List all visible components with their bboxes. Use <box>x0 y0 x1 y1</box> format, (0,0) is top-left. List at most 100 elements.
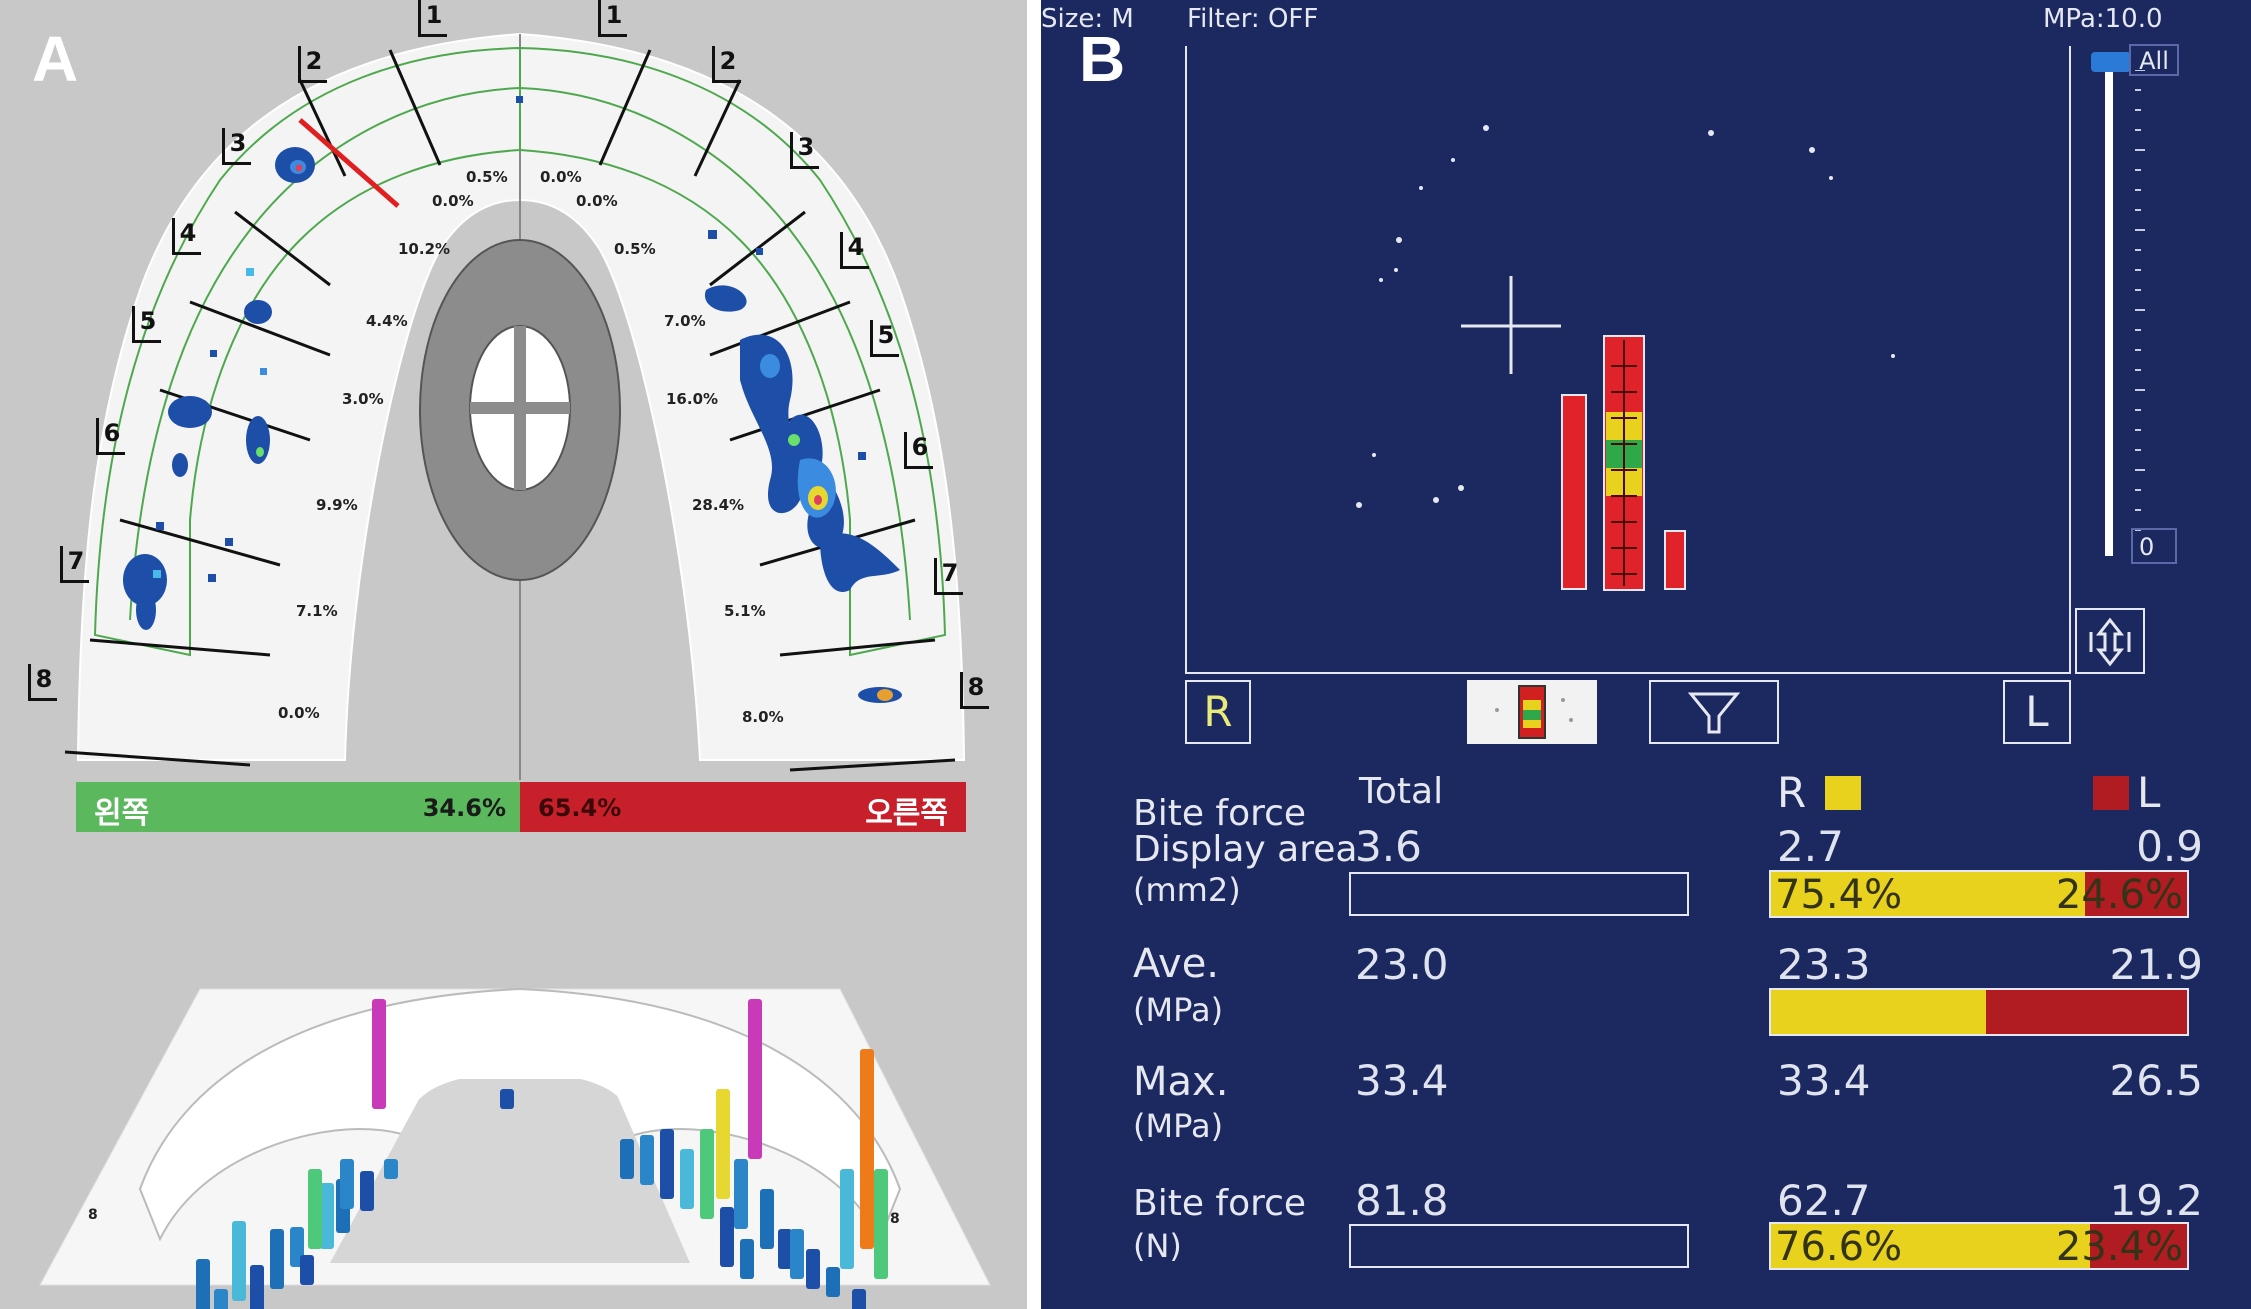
right-side-button[interactable]: R <box>1185 680 1251 744</box>
3d-tooth-label-right: 8 <box>890 1211 900 1227</box>
row1-label3: (mm2) <box>1133 871 1241 909</box>
tooth-number-label: 8 <box>28 664 57 701</box>
tooth-number-label: 4 <box>172 218 201 255</box>
tooth-percentage: 16.0% <box>666 390 719 408</box>
right-label: 오른쪽 <box>865 796 948 831</box>
panel-b-letter: B <box>1079 23 1126 95</box>
row3-label1: Max. <box>1133 1059 1229 1105</box>
tooth-percentage: 28.4% <box>692 496 745 514</box>
row3-total: 33.4 <box>1355 1056 1449 1105</box>
filter-indicator: Filter: OFF <box>1187 4 1319 34</box>
3d-force-bar <box>500 1089 514 1109</box>
row2-l: 21.9 <box>2109 940 2203 989</box>
3d-force-bar <box>734 1159 748 1229</box>
3d-force-bar <box>740 1239 754 1279</box>
3d-force-bar <box>700 1129 714 1219</box>
slider-handle[interactable] <box>2091 52 2131 72</box>
3d-force-bar <box>716 1089 730 1199</box>
3d-force-bar <box>372 999 386 1109</box>
tooth-percentage: 7.1% <box>296 602 338 620</box>
tooth-number-label: 2 <box>298 46 327 83</box>
filter-funnel-icon <box>1687 692 1741 734</box>
left-side-button[interactable]: L <box>2003 680 2071 744</box>
row4-label1: Bite force <box>1133 1183 1307 1224</box>
left-value: 34.6% <box>422 794 506 822</box>
row4-l-pct: 23.4% <box>2055 1224 2183 1270</box>
row3-l: 26.5 <box>2109 1056 2203 1105</box>
arch-background <box>76 32 966 761</box>
tooth-percentage: 0.0% <box>278 704 320 722</box>
row4-total: 81.8 <box>1355 1176 1449 1225</box>
scale-indicator: MPa:10.0 <box>2043 4 2163 34</box>
3d-force-bar <box>640 1135 654 1185</box>
right-contacts <box>704 230 902 703</box>
row4-label2: (N) <box>1133 1227 1182 1265</box>
3d-force-bar <box>360 1171 374 1211</box>
tooth-percentage: 4.4% <box>366 312 408 330</box>
3d-force-bar <box>840 1169 854 1269</box>
row1-label1: Bite force <box>1133 793 1307 834</box>
inner-arch-line <box>129 86 911 621</box>
left-tooth-outline <box>93 46 521 657</box>
3d-force-bar <box>320 1183 334 1249</box>
tooth-number-label: 5 <box>132 306 161 343</box>
expand-button[interactable] <box>2075 608 2145 674</box>
3d-force-bar <box>778 1229 792 1269</box>
scatter-points <box>1356 125 1895 508</box>
row1-l: 0.9 <box>2136 822 2203 871</box>
row2-label1: Ave. <box>1133 941 1220 987</box>
tooth-number-label: 5 <box>870 320 899 357</box>
bar-display-icon <box>1495 685 1573 739</box>
tooth-percentage: 7.0% <box>664 312 706 330</box>
row1-l-pct: 24.6% <box>2055 872 2183 918</box>
3d-force-bar <box>308 1169 322 1249</box>
left-label: 왼쪽 <box>94 796 150 831</box>
row2-total: 23.0 <box>1355 940 1449 989</box>
row1-total: 3.6 <box>1355 822 1422 871</box>
3d-palate <box>330 1079 690 1263</box>
3d-bars <box>196 999 888 1309</box>
slider-bottom-label: 0 <box>2131 528 2177 564</box>
tooth-percentage: 0.0% <box>576 192 618 210</box>
r-header: R <box>1777 768 1807 817</box>
3d-force-bar <box>620 1139 634 1179</box>
row2-split-bar <box>1769 988 2189 1036</box>
right-value: 65.4% <box>538 794 622 822</box>
3d-force-bar <box>680 1149 694 1209</box>
row1-r-fill <box>1771 872 2085 916</box>
tooth-number-label: 8 <box>960 672 989 709</box>
tooth-number-label: 7 <box>60 546 89 583</box>
right-force-bar <box>1664 530 1686 590</box>
red-marker-line <box>298 118 400 208</box>
tooth-number-label: 6 <box>904 432 933 469</box>
tooth-number-label: 1 <box>418 0 447 37</box>
right-separators <box>598 49 956 772</box>
tooth-percentage: 8.0% <box>742 708 784 726</box>
size-indicator: Size: M <box>1041 4 1134 34</box>
row1-r-pct: 75.4% <box>1775 872 1903 918</box>
slider-top-label[interactable]: All <box>2129 44 2179 76</box>
filter-button[interactable] <box>1649 680 1779 744</box>
display-mode-button[interactable] <box>1467 680 1597 744</box>
3d-force-bar <box>790 1229 804 1279</box>
threshold-slider-track[interactable] <box>2105 60 2113 556</box>
tooth-percentage: 0.0% <box>432 192 474 210</box>
r-color-swatch <box>1825 776 1861 810</box>
tooth-number-label: 3 <box>222 128 251 165</box>
row2-r: 23.3 <box>1777 940 1871 989</box>
row4-r: 62.7 <box>1777 1176 1871 1225</box>
3d-force-bar <box>760 1189 774 1249</box>
right-tooth-outline <box>519 46 947 657</box>
3d-force-bar <box>270 1229 284 1289</box>
3d-force-bar <box>232 1221 246 1301</box>
3d-force-bar <box>384 1159 398 1179</box>
total-header: Total <box>1359 771 1444 812</box>
slider-ticks <box>2135 70 2145 531</box>
balance-bar-left: 왼쪽 34.6% <box>76 782 520 832</box>
tooth-percentage: 10.2% <box>398 240 451 258</box>
panel-b: B Size: M Filter: OFF MPa:10.0 <box>1041 0 2251 1309</box>
l-color-swatch <box>2093 776 2129 810</box>
3d-force-bar <box>214 1289 228 1309</box>
row2-label2: (MPa) <box>1133 991 1224 1029</box>
crosshair <box>1461 276 1561 374</box>
